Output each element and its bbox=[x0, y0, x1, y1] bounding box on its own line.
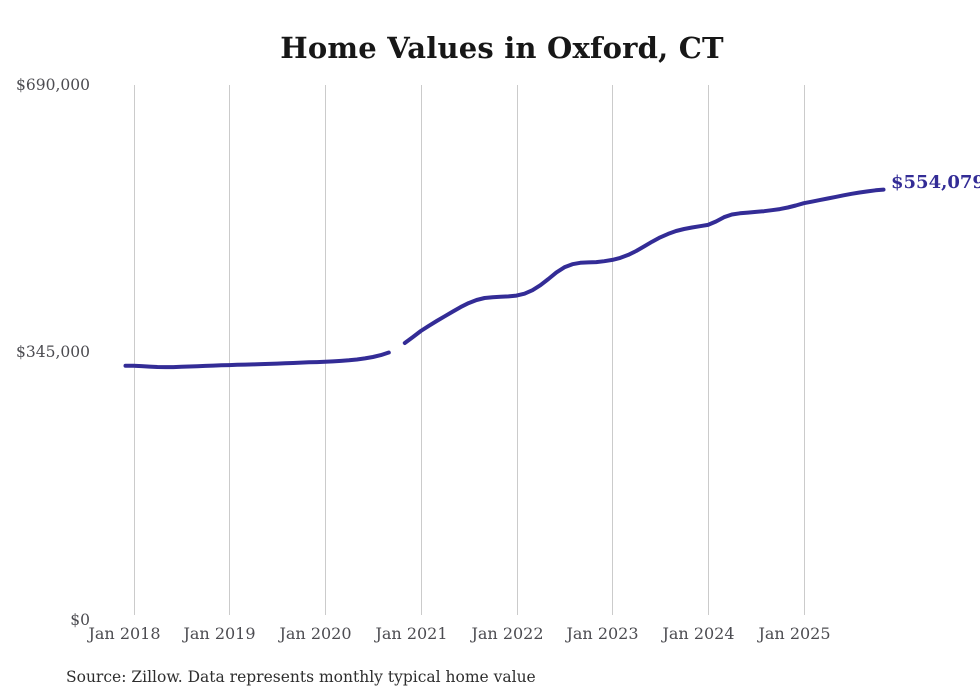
x-axis-tick-label: Jan 2019 bbox=[183, 624, 256, 643]
x-axis-tick-label: Jan 2023 bbox=[566, 624, 639, 643]
x-axis-tick-label: Jan 2021 bbox=[375, 624, 448, 643]
x-axis-tick-label: Jan 2022 bbox=[471, 624, 544, 643]
gridlines-group bbox=[134, 85, 805, 615]
value-line-group bbox=[123, 187, 886, 370]
x-axis-tick-label: Jan 2020 bbox=[279, 624, 352, 643]
x-axis-tick-label: Jan 2024 bbox=[662, 624, 735, 643]
y-axis-tick-label: $0 bbox=[70, 611, 90, 629]
home-value-line bbox=[123, 187, 886, 370]
y-axis-tick-label: $690,000 bbox=[16, 76, 90, 94]
latest-value-label: $554,079 bbox=[891, 172, 980, 193]
source-note: Source: Zillow. Data represents monthly … bbox=[66, 668, 536, 686]
x-axis-tick-label: Jan 2018 bbox=[88, 624, 161, 643]
y-axis-tick-label: $345,000 bbox=[16, 343, 90, 361]
chart-title: Home Values in Oxford, CT bbox=[280, 31, 724, 65]
x-axis-tick-label: Jan 2025 bbox=[758, 624, 831, 643]
